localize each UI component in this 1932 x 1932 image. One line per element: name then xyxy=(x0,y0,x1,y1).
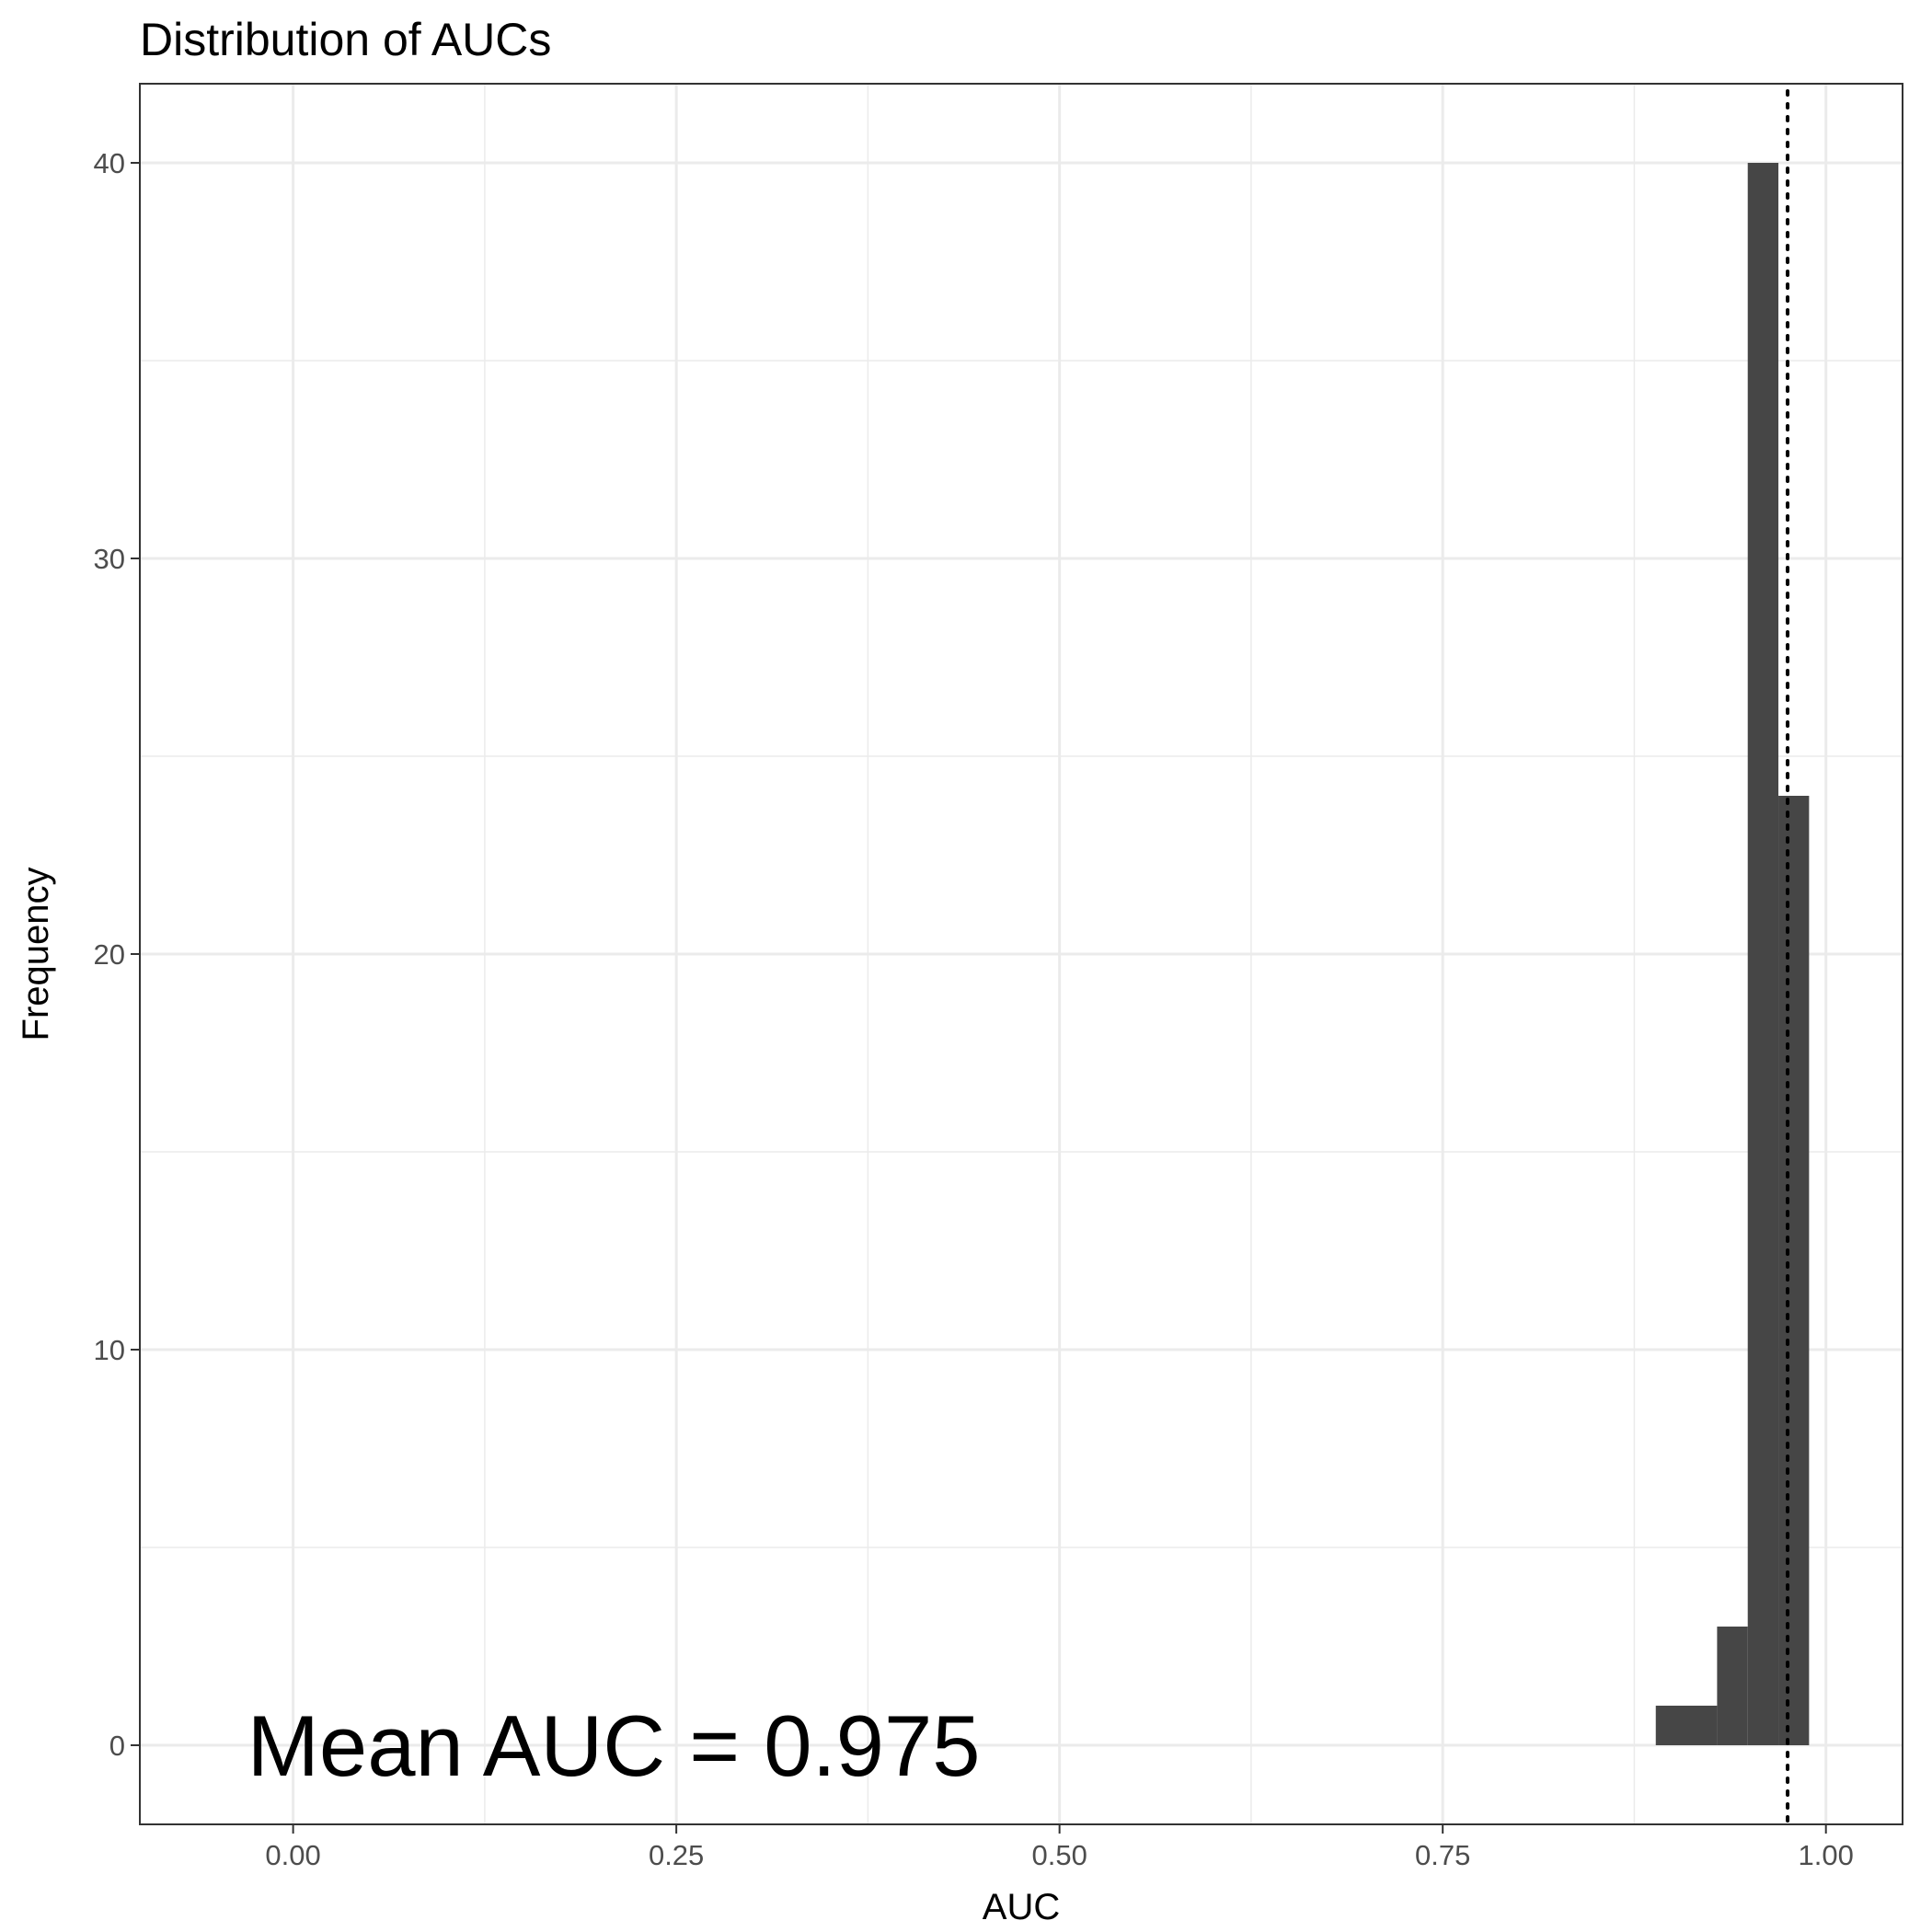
x-tick-label: 0.25 xyxy=(649,1839,704,1871)
y-tick-label: 20 xyxy=(94,938,125,971)
histogram-bars xyxy=(1655,163,1810,1745)
y-tick-label: 0 xyxy=(109,1730,125,1762)
y-tick-label: 30 xyxy=(94,543,125,575)
y-axis-title: Frequency xyxy=(16,868,56,1041)
x-tick-label: 0.75 xyxy=(1415,1839,1470,1871)
chart-title: Distribution of AUCs xyxy=(140,14,551,65)
axis-ticks xyxy=(131,162,1827,1834)
y-tick-label: 10 xyxy=(94,1334,125,1366)
histogram-bar xyxy=(1655,1706,1718,1745)
x-axis-title: AUC xyxy=(983,1887,1060,1927)
x-tick-label: 0.00 xyxy=(265,1839,320,1871)
mean-auc-annotation: Mean AUC = 0.975 xyxy=(247,1697,981,1794)
histogram-bar xyxy=(1717,1627,1748,1745)
major-gridlines xyxy=(140,84,1903,1824)
x-tick-label: 0.50 xyxy=(1031,1839,1087,1871)
histogram-bar xyxy=(1747,163,1779,1745)
y-tick-label: 40 xyxy=(94,147,125,179)
histogram-bar xyxy=(1778,796,1810,1745)
axis-tick-labels: 0.00 0.25 0.50 0.75 1.00 0 10 20 30 40 xyxy=(94,147,1854,1871)
x-tick-label: 1.00 xyxy=(1799,1839,1854,1871)
